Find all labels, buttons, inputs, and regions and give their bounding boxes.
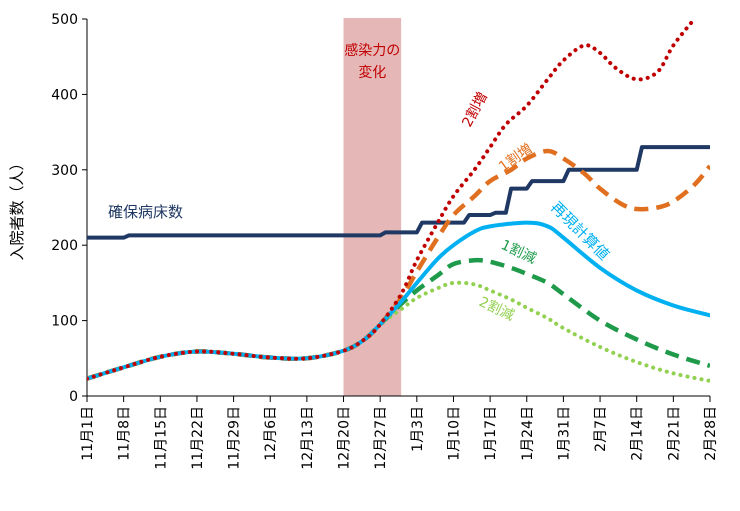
- x-tick-label: 2月14日: [630, 406, 646, 461]
- x-tick-label: 1月24日: [520, 406, 536, 461]
- y-tick-label: 200: [51, 238, 78, 254]
- y-axis-label: 入院者数（人）: [8, 155, 26, 260]
- series-line: [87, 145, 710, 240]
- x-tick-label: 1月10日: [446, 406, 462, 461]
- y-tick-label: 500: [51, 12, 78, 28]
- y-tick-label: 400: [51, 87, 78, 103]
- series-layer: [87, 19, 710, 383]
- x-tick-label: 12月20日: [337, 406, 353, 470]
- up20-label: 2割増: [459, 89, 491, 130]
- x-tick-label: 1月31日: [556, 406, 572, 461]
- x-tick-label: 1月17日: [483, 406, 499, 461]
- y-axis-ticks: 0 100 200 300 400 500: [51, 12, 87, 405]
- down10-label: 1割減: [498, 236, 539, 267]
- x-tick-label: 12月6日: [263, 406, 279, 461]
- down20-label: 2割減: [476, 293, 517, 324]
- series-line: [87, 220, 710, 381]
- x-tick-label: 2月21日: [666, 406, 682, 461]
- x-tick-label: 11月22日: [190, 406, 206, 470]
- x-tick-label: 2月28日: [703, 406, 719, 461]
- x-tick-label: 12月27日: [373, 406, 389, 470]
- y-tick-label: 300: [51, 163, 78, 179]
- highlight-band-label-line1: 感染力の: [344, 42, 400, 59]
- highlight-band-label-line2: 変化: [358, 64, 386, 81]
- x-tick-label: 11月15日: [153, 406, 169, 470]
- series-line: [87, 148, 710, 381]
- x-tick-label: 11月1日: [80, 406, 96, 461]
- x-tick-label: 11月8日: [117, 406, 133, 461]
- y-tick-label: 100: [51, 314, 78, 330]
- x-axis-ticks: 11月1日 11月8日 11月15日 11月22日 11月29日 12月6日 12月13日 1…: [80, 396, 719, 470]
- x-tick-label: 12月13日: [300, 406, 316, 470]
- x-tick-label: 11月29日: [227, 406, 243, 470]
- up10-label: 1割増: [496, 140, 536, 175]
- x-tick-label: 1月3日: [410, 406, 426, 452]
- bed-capacity-label: 確保病床数: [108, 203, 183, 221]
- series-line: [87, 19, 697, 381]
- y-tick-label: 0: [69, 389, 78, 405]
- x-tick-label: 2月7日: [593, 406, 609, 452]
